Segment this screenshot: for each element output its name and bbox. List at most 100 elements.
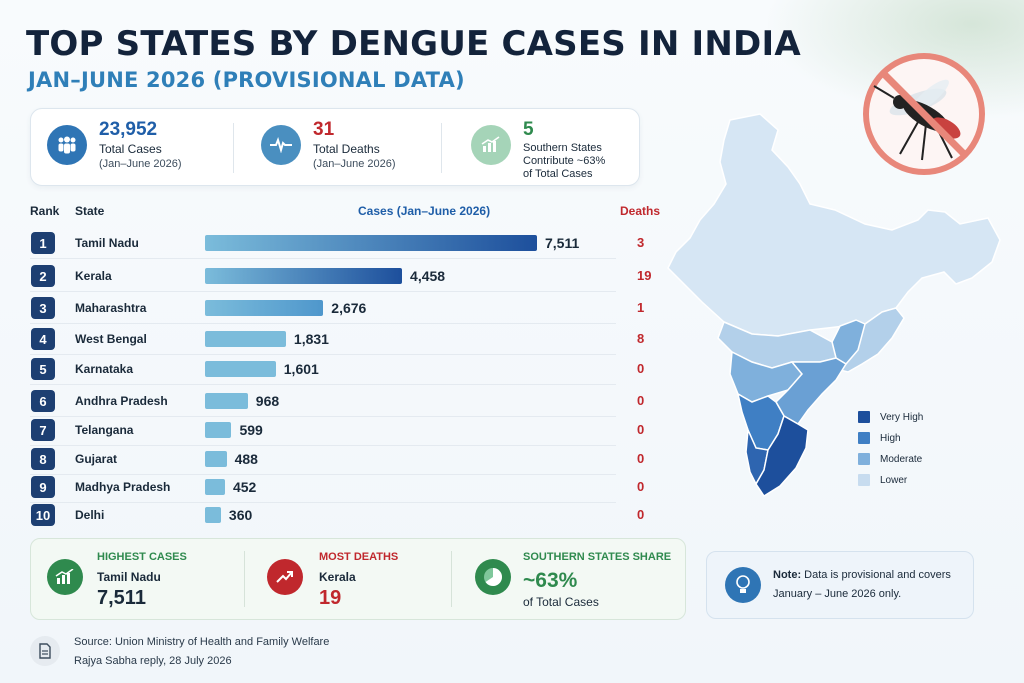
rank-badge: 4: [31, 328, 55, 350]
deaths-value: 0: [637, 451, 645, 466]
bar-value-label: 7,511: [545, 235, 580, 251]
document-icon: [30, 636, 60, 666]
kpi-total-deaths: 31 Total Deaths (Jan–June 2026): [261, 119, 396, 170]
map-tamil-nadu: [755, 414, 809, 498]
bar: [205, 479, 225, 495]
bar-value-label: 599: [239, 422, 263, 438]
summary-share-value: ~63%: [523, 569, 578, 592]
map-north-region: [667, 113, 1001, 337]
rank-badge: 5: [31, 358, 55, 380]
state-label: Telangana: [75, 423, 134, 437]
rank-badge: 1: [31, 232, 55, 254]
summary-share-label: of Total Cases: [523, 595, 599, 609]
bar-value-label: 968: [255, 393, 280, 409]
summary-value: 7,511: [97, 587, 146, 609]
state-label: West Bengal: [75, 332, 147, 346]
bar-value-label: 1,601: [283, 361, 319, 377]
legend-swatch: [858, 411, 870, 423]
deaths-value: 0: [637, 422, 645, 437]
legend-swatch: [858, 474, 870, 486]
header-rank: Rank: [30, 204, 60, 218]
legend-label: Lower: [880, 474, 908, 486]
summary-card: HIGHEST CASES Tamil Nadu 7,511 MOST DEAT…: [30, 538, 686, 620]
row-divider: [30, 258, 616, 259]
state-label: Maharashtra: [75, 301, 147, 315]
deaths-value: 3: [637, 235, 645, 250]
rank-badge: 6: [31, 390, 55, 412]
bar: [205, 507, 221, 523]
note-card: Note: Data is provisional and covers Jan…: [706, 551, 974, 619]
bar-value-label: 360: [228, 507, 253, 523]
summary-name: Tamil Nadu: [97, 570, 161, 584]
state-label: Kerala: [75, 269, 112, 283]
deaths-value: 0: [637, 479, 645, 494]
summary-value: 19: [319, 587, 342, 609]
bar: [205, 451, 227, 467]
deaths-value: 8: [637, 331, 645, 346]
note-text: Note: Data is provisional and covers Jan…: [773, 569, 951, 600]
row-divider: [30, 384, 616, 385]
state-label: Tamil Nadu: [75, 236, 139, 250]
kpi-sub2: of Total Cases: [523, 168, 593, 180]
legend-swatch: [858, 432, 870, 444]
bar-value-label: 2,676: [331, 300, 367, 316]
bar: [205, 361, 276, 377]
row-divider: [30, 354, 616, 355]
kpi-sub: (Jan–June 2026): [313, 158, 396, 170]
kpi-sub: (Jan–June 2026): [99, 158, 182, 170]
row-divider: [30, 416, 616, 417]
page-title: TOP STATES BY DENGUE CASES IN INDIA: [26, 24, 801, 64]
india-map: [667, 113, 1001, 498]
legend-label: High: [880, 432, 901, 444]
summary-heading: SOUTHERN STATES SHARE: [523, 551, 672, 563]
lightbulb-icon: [725, 567, 761, 603]
bar: [205, 393, 248, 409]
people-icon: [47, 125, 87, 165]
kpi-value: 23,952: [99, 119, 158, 140]
rank-badge: 9: [31, 476, 55, 498]
legend-item: High: [858, 432, 901, 444]
state-label: Andhra Pradesh: [75, 394, 168, 408]
legend-label: Very High: [880, 411, 924, 423]
row-divider: [30, 474, 616, 475]
trend-up-icon: [267, 559, 303, 595]
legend-item: Moderate: [858, 453, 922, 465]
kpi-total-cases: 23,952 Total Cases (Jan–June 2026): [47, 119, 182, 170]
row-divider: [30, 291, 616, 292]
rank-badge: 3: [31, 297, 55, 319]
pie-chart-icon: [475, 559, 511, 595]
deaths-value: 0: [637, 393, 645, 408]
header-deaths: Deaths: [620, 204, 661, 218]
rank-badge: 7: [31, 419, 55, 441]
row-divider: [30, 445, 616, 446]
source-line2: Rajya Sabha reply, 28 July 2026: [74, 655, 232, 667]
bar: [205, 331, 286, 347]
rank-badge: 2: [31, 265, 55, 287]
deaths-value: 0: [637, 507, 645, 522]
bar: [205, 300, 324, 316]
legend-label: Moderate: [880, 453, 923, 465]
state-label: Delhi: [75, 508, 105, 522]
growth-chart-icon: [471, 125, 511, 165]
kpi-card: 23,952 Total Cases (Jan–June 2026) 31 To…: [30, 108, 640, 186]
rank-badge: 10: [31, 504, 55, 526]
no-mosquito-icon: [863, 53, 985, 175]
kpi-label: Southern States: [523, 142, 602, 154]
bar: [205, 422, 232, 438]
legend-item: Very High: [858, 411, 923, 423]
state-label: Madhya Pradesh: [75, 480, 171, 494]
state-label: Gujarat: [75, 452, 118, 466]
deaths-value: 0: [637, 361, 645, 376]
state-label: Karnataka: [75, 362, 134, 376]
growth-chart-icon: [47, 559, 83, 595]
summary-name: Kerala: [319, 570, 356, 584]
row-divider: [30, 502, 616, 503]
bar: [205, 268, 403, 284]
header-cases: Cases (Jan–June 2026): [358, 204, 491, 218]
heartbeat-icon: [261, 125, 301, 165]
bar-value-label: 4,458: [410, 268, 446, 284]
header-state: State: [75, 204, 105, 218]
row-divider: [30, 323, 616, 324]
kpi-value: 31: [313, 119, 335, 140]
kpi-sub: Contribute ~63%: [523, 155, 606, 167]
